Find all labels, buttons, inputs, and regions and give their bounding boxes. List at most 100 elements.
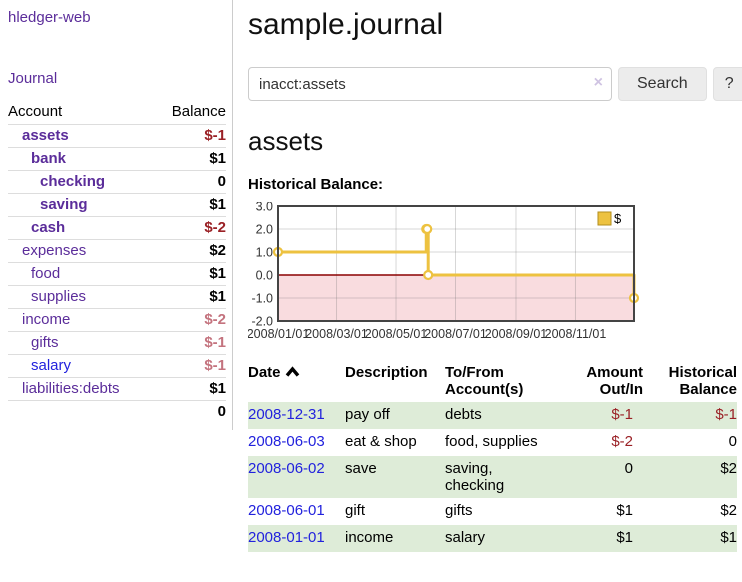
account-row: salary $-1 — [8, 354, 226, 377]
sidebar-account-link[interactable]: salary — [31, 357, 72, 374]
help-button[interactable]: ? — [712, 67, 742, 101]
svg-text:-1.0: -1.0 — [251, 292, 273, 306]
register-header-date[interactable]: Date — [248, 362, 345, 402]
sidebar-divider — [232, 0, 233, 430]
transaction-accounts: saving, checking — [445, 460, 505, 494]
sidebar-account-link[interactable]: bank — [31, 150, 67, 167]
register-row: 2008-12-31 pay off debts $-1 $-1 — [248, 402, 737, 429]
clear-search-icon[interactable]: × — [593, 74, 603, 91]
transaction-balance: $-1 — [715, 406, 737, 423]
account-page-title: assets — [248, 126, 324, 156]
search-button[interactable]: Search — [618, 67, 707, 101]
transaction-date-link[interactable]: 2008-06-01 — [248, 502, 325, 519]
sidebar-account-link[interactable]: cash — [31, 219, 66, 236]
sidebar-item-journal[interactable]: Journal — [8, 70, 58, 87]
svg-text:$: $ — [614, 211, 622, 226]
sidebar-account-link[interactable]: checking — [40, 173, 106, 190]
sidebar-account-balance: $2 — [209, 242, 226, 259]
account-row: income $-2 — [8, 308, 226, 331]
sidebar-account-balance: $-1 — [204, 334, 226, 351]
transaction-amount: $1 — [616, 529, 633, 546]
sidebar: hledger-web Journal Account Balance asse… — [8, 0, 226, 423]
account-row: expenses $2 — [8, 239, 226, 262]
transaction-date-link[interactable]: 2008-01-01 — [248, 529, 325, 546]
sidebar-account-link[interactable]: liabilities:debts — [22, 380, 120, 397]
sidebar-account-link[interactable]: gifts — [31, 334, 59, 351]
sidebar-account-balance: $1 — [209, 380, 226, 397]
sidebar-account-link[interactable]: supplies — [31, 288, 87, 305]
register-header-accounts: To/From Account(s) — [445, 364, 524, 398]
register-row: 2008-01-01 income salary $1 $1 — [248, 525, 737, 552]
svg-text:-2.0: -2.0 — [251, 315, 273, 329]
svg-text:2008/11/01: 2008/11/01 — [545, 327, 607, 341]
account-row: saving $1 — [8, 193, 226, 216]
transaction-description: save — [345, 460, 377, 477]
sidebar-account-balance: $-1 — [204, 127, 226, 144]
accounts-header-account: Account — [8, 102, 63, 120]
accounts-total-row: 0 — [8, 400, 226, 423]
sidebar-account-balance: 0 — [217, 173, 226, 190]
transaction-balance: 0 — [728, 433, 737, 450]
sidebar-account-link[interactable]: saving — [40, 196, 88, 213]
main-content: sample.journal × Search ? assets Histori… — [247, 0, 742, 552]
sidebar-account-balance: $-1 — [204, 357, 226, 374]
svg-text:2008/07/01: 2008/07/01 — [424, 327, 487, 341]
balance-chart-svg: $3.0 2.0 1.0 0.0 -1.0 -2.02008/01/012008/03/0… — [247, 200, 640, 341]
svg-text:2008/05/01: 2008/05/01 — [365, 327, 428, 341]
register-header-amount: Amount Out/In — [586, 364, 643, 398]
accounts-table: Account Balance assets $-1 bank — [8, 99, 226, 423]
svg-text:2.0: 2.0 — [256, 223, 273, 237]
transaction-balance: $2 — [720, 502, 737, 519]
transaction-description: gift — [345, 502, 366, 519]
transaction-accounts: gifts — [445, 502, 473, 519]
account-row: supplies $1 — [8, 285, 226, 308]
search-form: × Search ? — [248, 67, 742, 101]
transaction-accounts: salary — [445, 529, 486, 546]
sidebar-account-balance: $1 — [209, 265, 226, 282]
register-table: Date Description To/From Account(s) Amou… — [248, 362, 737, 552]
account-row: assets $-1 — [8, 124, 226, 147]
transaction-balance: $1 — [720, 529, 737, 546]
register-header-date-label: Date — [248, 364, 281, 381]
transaction-date-link[interactable]: 2008-06-03 — [248, 433, 325, 450]
sidebar-account-balance: $1 — [209, 288, 226, 305]
register-header-balance: Historical Balance — [668, 364, 737, 398]
search-input[interactable] — [248, 67, 612, 101]
sidebar-account-balance: $1 — [209, 150, 226, 167]
sidebar-account-link[interactable]: assets — [22, 127, 69, 144]
svg-text:0.0: 0.0 — [256, 269, 273, 283]
transaction-description: eat & shop — [345, 433, 417, 450]
sidebar-account-balance: $1 — [209, 196, 226, 213]
account-row: liabilities:debts $1 — [8, 377, 226, 400]
register-row: 2008-06-01 gift gifts $1 $2 — [248, 498, 737, 525]
search-input-wrap: × — [248, 67, 612, 101]
register-row: 2008-06-02 save saving, checking 0 $2 — [248, 456, 737, 498]
transaction-amount: $1 — [616, 502, 633, 519]
sidebar-account-link[interactable]: food — [31, 265, 61, 282]
account-row: food $1 — [8, 262, 226, 285]
transaction-accounts: food, supplies — [445, 433, 538, 450]
app-brand-link[interactable]: hledger-web — [8, 9, 91, 26]
transaction-date-link[interactable]: 2008-12-31 — [248, 406, 325, 423]
svg-text:2008/01/01: 2008/01/01 — [248, 327, 309, 341]
transaction-balance: $2 — [720, 460, 737, 477]
sidebar-account-link[interactable]: income — [22, 311, 71, 328]
register-header-description: Description — [345, 364, 428, 381]
register-header-row: Date Description To/From Account(s) Amou… — [248, 362, 737, 402]
account-row: bank $1 — [8, 147, 226, 170]
svg-text:3.0: 3.0 — [256, 202, 273, 214]
sidebar-account-balance: $-2 — [204, 219, 226, 236]
sort-ascending-icon — [285, 366, 299, 377]
accounts-total-value: 0 — [217, 403, 226, 421]
accounts-header-balance: Balance — [171, 102, 226, 120]
accounts-header-row: Account Balance — [8, 99, 226, 124]
register-row: 2008-06-03 eat & shop food, supplies $-2… — [248, 429, 737, 456]
sidebar-account-link[interactable]: expenses — [22, 242, 87, 259]
transaction-description: income — [345, 529, 394, 546]
chart-heading: Historical Balance: — [248, 176, 384, 193]
balance-chart: $3.0 2.0 1.0 0.0 -1.0 -2.0 2008/01/01 2008/03/0… — [247, 200, 642, 344]
transaction-date-link[interactable]: 2008-06-02 — [248, 460, 325, 477]
transaction-amount: $-2 — [611, 433, 633, 450]
svg-text:1.0: 1.0 — [256, 246, 273, 260]
page-title: sample.journal — [248, 8, 444, 41]
